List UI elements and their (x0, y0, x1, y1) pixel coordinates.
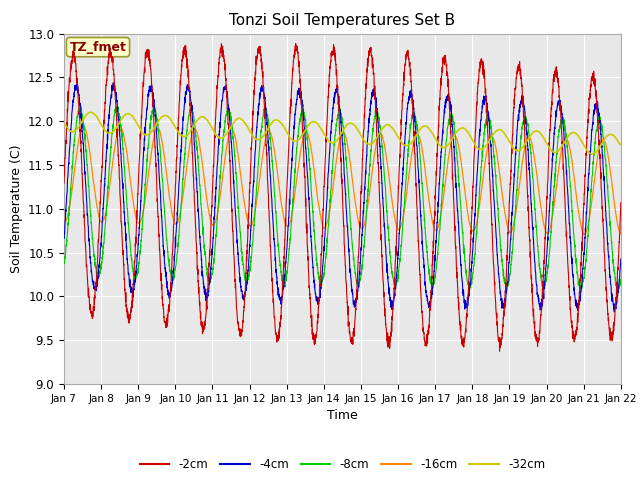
X-axis label: Time: Time (327, 409, 358, 422)
Y-axis label: Soil Temperature (C): Soil Temperature (C) (10, 144, 22, 273)
Legend: -2cm, -4cm, -8cm, -16cm, -32cm: -2cm, -4cm, -8cm, -16cm, -32cm (135, 454, 550, 476)
Title: Tonzi Soil Temperatures Set B: Tonzi Soil Temperatures Set B (229, 13, 456, 28)
Text: TZ_fmet: TZ_fmet (70, 41, 127, 54)
